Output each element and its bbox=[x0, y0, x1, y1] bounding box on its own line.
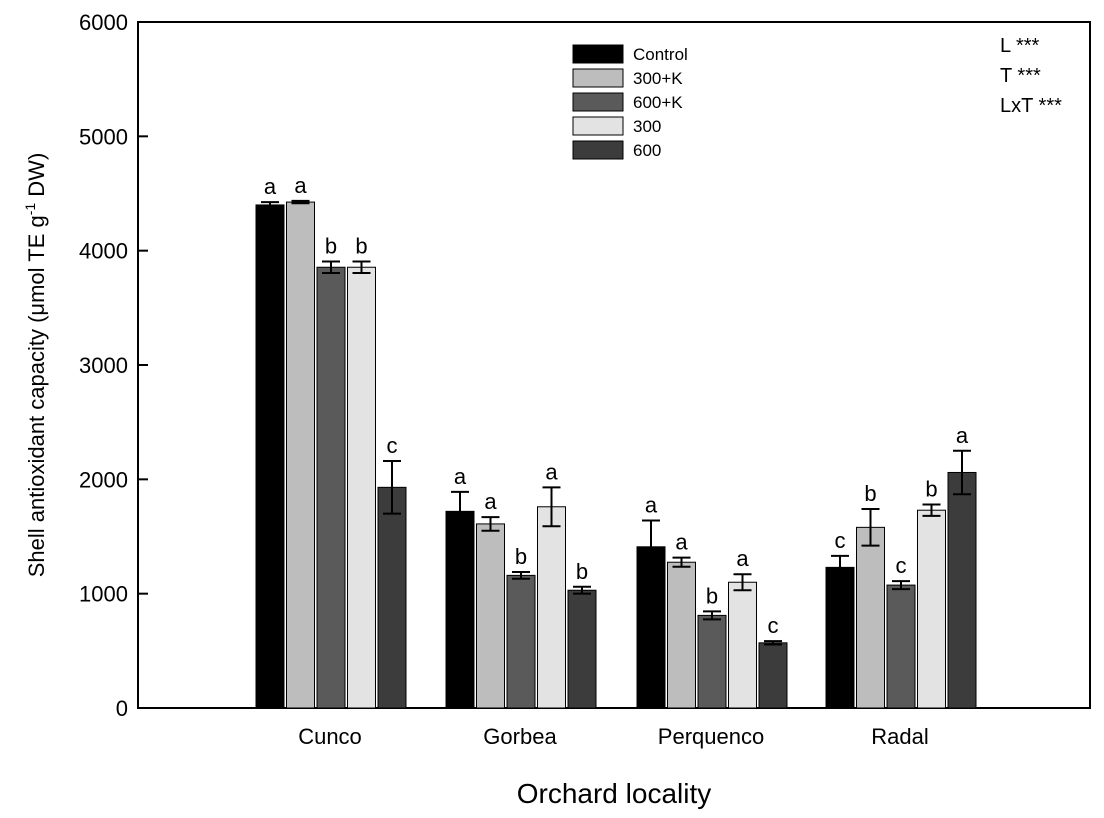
bar bbox=[856, 526, 885, 709]
significance-letter: a bbox=[645, 492, 658, 517]
legend-label: 600+K bbox=[633, 93, 683, 112]
x-tick-label: Radal bbox=[871, 724, 928, 749]
bar bbox=[255, 204, 285, 709]
annotation-lxt: LxT *** bbox=[1000, 95, 1062, 117]
y-tick-label: 3000 bbox=[79, 353, 128, 378]
significance-letter: a bbox=[484, 489, 497, 514]
significance-letter: b bbox=[325, 234, 337, 259]
bar bbox=[758, 642, 788, 709]
legend-swatch bbox=[572, 92, 624, 112]
legend-label: Control bbox=[633, 45, 688, 64]
y-axis: 0 1000 2000 3000 4000 5000 6000 bbox=[79, 10, 148, 721]
annotation-t: T *** bbox=[1000, 65, 1041, 87]
significance-letter: c bbox=[835, 528, 846, 553]
y-tick-label: 5000 bbox=[79, 124, 128, 149]
y-axis-title-main: Shell antioxidant capacity ( bbox=[24, 315, 49, 577]
significance-letter: b bbox=[925, 476, 937, 501]
bar bbox=[316, 266, 346, 709]
y-axis-title: Shell antioxidant capacity (μmol TE g-1 … bbox=[22, 153, 49, 578]
bar bbox=[697, 614, 727, 709]
bar bbox=[347, 266, 376, 709]
significance-letter: b bbox=[515, 544, 527, 569]
legend-label: 300+K bbox=[633, 69, 683, 88]
bar bbox=[567, 589, 597, 709]
bar bbox=[667, 561, 696, 709]
x-tick-label: Gorbea bbox=[483, 724, 557, 749]
significance-letter: b bbox=[576, 559, 588, 584]
y-tick-label: 4000 bbox=[79, 239, 128, 264]
bar bbox=[476, 523, 505, 709]
significance-letter: a bbox=[454, 464, 467, 489]
significance-letter: b bbox=[706, 583, 718, 608]
x-tick-label: Cunco bbox=[298, 724, 362, 749]
legend-label: 300 bbox=[633, 117, 661, 136]
bar bbox=[445, 510, 475, 709]
significance-letter: c bbox=[896, 553, 907, 578]
y-axis-title-end: DW) bbox=[24, 153, 49, 203]
legend-swatch bbox=[572, 116, 624, 136]
bar bbox=[947, 471, 977, 709]
y-tick-label: 2000 bbox=[79, 467, 128, 492]
y-tick-label: 6000 bbox=[79, 10, 128, 35]
legend: Control 300+K 600+K 300 600 bbox=[572, 44, 688, 160]
y-axis-title-sup: -1 bbox=[22, 203, 38, 216]
bar bbox=[825, 566, 855, 709]
bar bbox=[917, 509, 946, 709]
significance-letter: a bbox=[675, 530, 688, 555]
x-axis-title: Orchard locality bbox=[517, 778, 712, 809]
significance-letter: a bbox=[736, 546, 749, 571]
significance-letter: a bbox=[956, 423, 969, 448]
x-axis: Cunco Gorbea Perquenco Radal bbox=[298, 698, 929, 749]
y-axis-title-unit: μmol TE g bbox=[24, 215, 49, 315]
bar bbox=[506, 574, 536, 709]
y-tick-label: 0 bbox=[116, 696, 128, 721]
significance-letter: a bbox=[545, 459, 558, 484]
significance-letter: a bbox=[294, 173, 307, 198]
significance-letter: c bbox=[387, 433, 398, 458]
annotation-l: L *** bbox=[1000, 35, 1040, 57]
significance-letter: b bbox=[864, 481, 876, 506]
bar bbox=[728, 581, 757, 709]
legend-swatch bbox=[572, 44, 624, 64]
significance-letter: c bbox=[768, 613, 779, 638]
legend-swatch bbox=[572, 68, 624, 88]
x-tick-label: Perquenco bbox=[658, 724, 764, 749]
legend-label: 600 bbox=[633, 141, 661, 160]
bar bbox=[286, 201, 315, 709]
bar bbox=[886, 584, 916, 709]
legend-swatch bbox=[572, 140, 624, 160]
significance-letter: a bbox=[264, 174, 277, 199]
significance-letter: b bbox=[355, 234, 367, 259]
bar bbox=[537, 506, 566, 709]
bar bbox=[377, 486, 407, 709]
y-tick-label: 1000 bbox=[79, 582, 128, 607]
